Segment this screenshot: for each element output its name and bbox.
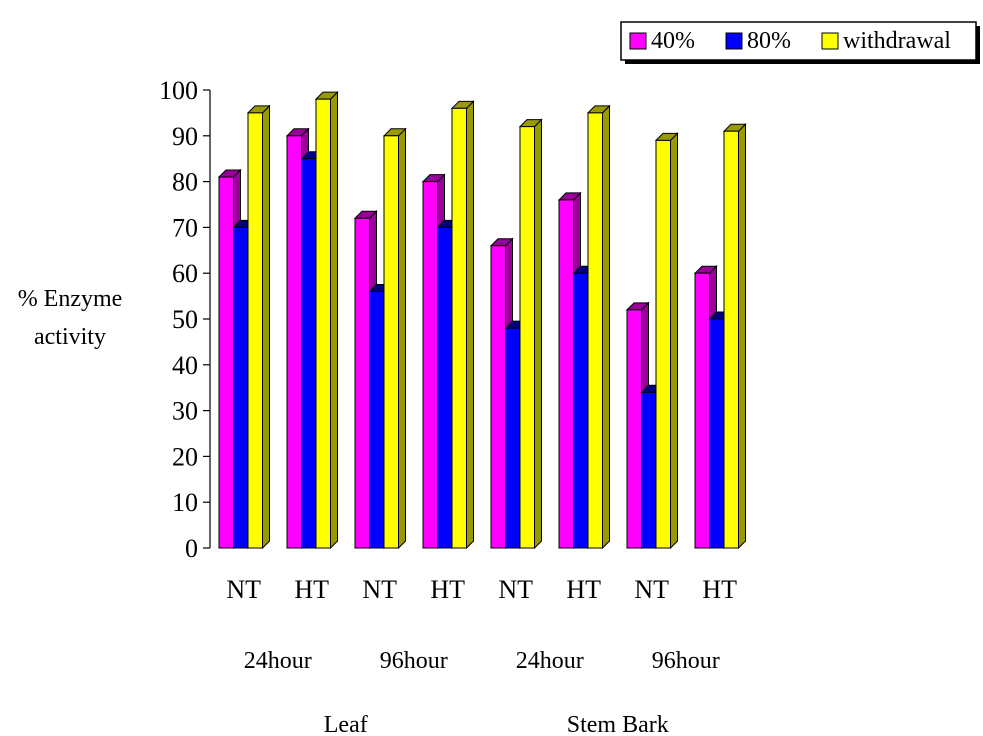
bar-front xyxy=(437,226,453,549)
bar-side xyxy=(262,104,270,550)
bar-front xyxy=(587,112,603,549)
bar-front xyxy=(519,126,535,549)
bar-front xyxy=(286,135,302,549)
bar-front xyxy=(218,176,234,549)
bar-withdrawal-1 xyxy=(314,90,339,550)
y-tick-label: 60 xyxy=(172,259,198,288)
legend-label-withdrawal: withdrawal xyxy=(843,28,951,54)
legend-swatch-withdrawal xyxy=(821,32,839,50)
y-axis-ticks: 0 10 20 30 40 50 60 70 80 90 100 xyxy=(159,76,210,563)
y-tick-label: 10 xyxy=(172,488,198,517)
bar-withdrawal-3 xyxy=(450,100,475,550)
bar-side xyxy=(602,104,610,550)
bar-withdrawal-2 xyxy=(382,127,407,550)
bar-withdrawal-0 xyxy=(246,104,271,550)
bar-front xyxy=(573,272,589,549)
legend-swatch-80 xyxy=(725,32,743,50)
y-tick-label: 80 xyxy=(172,168,198,197)
y-tick-label: 100 xyxy=(159,76,198,105)
bar-side xyxy=(534,118,542,550)
bar-front xyxy=(383,135,399,549)
legend-box xyxy=(620,21,977,61)
bar-withdrawal-7 xyxy=(722,123,747,550)
bar-side xyxy=(398,127,406,550)
bar-front xyxy=(505,327,521,549)
y-tick-label: 30 xyxy=(172,397,198,426)
y-tick-label: 50 xyxy=(172,305,198,334)
bar-side xyxy=(670,132,678,550)
x-group-label: 96hour xyxy=(380,648,448,674)
bar-side xyxy=(738,123,746,550)
legend-label-40: 40% xyxy=(651,28,695,54)
x-category-label: NT xyxy=(226,575,261,604)
bar-withdrawal-4 xyxy=(518,118,543,550)
x-group-label: 24hour xyxy=(244,648,312,674)
bars xyxy=(217,90,747,550)
x-super-group-label: Stem Bark xyxy=(567,712,669,736)
x-category-label: NT xyxy=(634,575,669,604)
bar-front xyxy=(369,291,385,549)
x-category-label: NT xyxy=(498,575,533,604)
bar-front xyxy=(315,98,331,549)
bar-withdrawal-5 xyxy=(586,104,611,550)
y-tick-label: 20 xyxy=(172,442,198,471)
bar-withdrawal-6 xyxy=(654,132,679,550)
bar-front xyxy=(558,199,574,549)
bar-side xyxy=(330,90,338,550)
y-axis-label-line-2: activity xyxy=(34,324,106,350)
bar-front xyxy=(641,391,657,549)
category-labels: NT HT NT HT NT HT NT HT 24hour 96hour 24hour 96hour… xyxy=(226,575,737,736)
y-tick-label: 40 xyxy=(172,351,198,380)
legend: 40% 80% withdrawal xyxy=(620,21,980,64)
x-category-label: HT xyxy=(294,575,329,604)
bar-front xyxy=(422,181,438,549)
x-group-label: 96hour xyxy=(652,648,720,674)
bar-front xyxy=(490,245,506,549)
bar-front xyxy=(451,107,467,549)
x-super-group-label: Leaf xyxy=(324,712,368,736)
bar-front xyxy=(723,130,739,549)
legend-label-80: 80% xyxy=(747,28,791,54)
x-category-label: HT xyxy=(566,575,601,604)
x-category-label: HT xyxy=(430,575,465,604)
bar-front xyxy=(354,217,370,549)
y-axis-label-line-1: % Enzyme xyxy=(18,286,123,312)
bar-front xyxy=(655,139,671,549)
bar-front xyxy=(694,272,710,549)
bar-front xyxy=(626,309,642,549)
y-tick-label: 90 xyxy=(172,122,198,151)
bar-front xyxy=(233,226,249,549)
y-tick-label: 70 xyxy=(172,213,198,242)
y-tick-label: 0 xyxy=(185,534,198,563)
x-category-label: HT xyxy=(702,575,737,604)
bar-front xyxy=(301,158,317,549)
legend-swatch-40 xyxy=(629,32,647,50)
x-category-label: NT xyxy=(362,575,397,604)
bar-front xyxy=(709,318,725,549)
bar-front xyxy=(247,112,263,549)
bar-side xyxy=(466,100,474,550)
x-group-label: 24hour xyxy=(516,648,584,674)
